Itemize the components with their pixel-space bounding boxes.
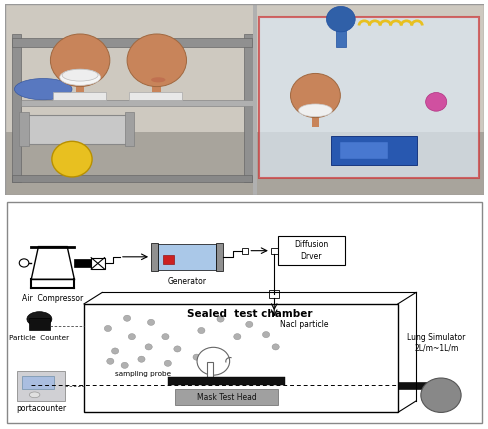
Circle shape	[193, 354, 200, 360]
Circle shape	[164, 360, 171, 366]
Circle shape	[233, 334, 241, 340]
Circle shape	[138, 356, 145, 362]
Circle shape	[217, 316, 224, 322]
Bar	[151, 243, 158, 271]
Circle shape	[197, 327, 204, 334]
Circle shape	[271, 344, 279, 350]
Bar	[335, 17, 346, 47]
Bar	[244, 34, 253, 182]
Circle shape	[123, 315, 130, 321]
Ellipse shape	[298, 104, 331, 117]
Bar	[270, 248, 277, 254]
Bar	[12, 38, 251, 47]
Bar	[330, 136, 416, 166]
Bar	[124, 112, 134, 146]
Text: sampling probe: sampling probe	[115, 371, 171, 377]
Circle shape	[262, 332, 269, 338]
Circle shape	[420, 378, 460, 412]
Ellipse shape	[15, 79, 72, 100]
Circle shape	[173, 346, 181, 352]
Ellipse shape	[27, 312, 52, 326]
Circle shape	[147, 319, 154, 326]
Bar	[5, 4, 483, 144]
Bar	[76, 71, 84, 92]
Bar	[253, 4, 256, 195]
Ellipse shape	[60, 69, 101, 85]
Bar	[269, 290, 279, 298]
Circle shape	[106, 358, 114, 364]
Circle shape	[104, 326, 111, 332]
Polygon shape	[31, 247, 74, 279]
Bar	[163, 255, 173, 264]
Circle shape	[425, 93, 446, 111]
Bar	[20, 100, 253, 106]
Circle shape	[162, 334, 169, 340]
Ellipse shape	[151, 77, 165, 82]
Bar	[242, 248, 248, 254]
Circle shape	[52, 141, 92, 177]
Bar	[17, 372, 64, 401]
Text: Mask Test Head: Mask Test Head	[196, 393, 256, 402]
Bar	[277, 236, 344, 265]
Bar	[216, 243, 223, 271]
Bar	[129, 92, 182, 100]
Ellipse shape	[62, 69, 98, 81]
Circle shape	[50, 34, 110, 87]
Circle shape	[145, 344, 152, 350]
Bar	[207, 363, 212, 380]
Text: Lung Simulator
2L/m~1L/m: Lung Simulator 2L/m~1L/m	[406, 333, 465, 353]
Bar	[12, 34, 20, 182]
Bar	[167, 377, 285, 385]
Bar	[12, 175, 251, 182]
Text: portacounter: portacounter	[16, 404, 66, 413]
Circle shape	[127, 34, 186, 87]
Ellipse shape	[29, 392, 40, 398]
Bar	[29, 318, 50, 330]
Text: Particle  Counter: Particle Counter	[9, 335, 69, 341]
Bar	[84, 304, 397, 412]
Text: Nacl particle: Nacl particle	[280, 320, 328, 329]
Circle shape	[245, 321, 252, 327]
Bar	[175, 390, 278, 405]
Text: Sealed  test chamber: Sealed test chamber	[187, 309, 312, 319]
Bar	[152, 71, 161, 92]
Bar	[158, 244, 216, 270]
Circle shape	[111, 348, 119, 354]
Bar	[21, 375, 54, 389]
Circle shape	[128, 334, 135, 340]
Circle shape	[19, 259, 29, 267]
Bar	[53, 92, 105, 100]
Text: Generator: Generator	[167, 277, 206, 286]
Bar	[340, 142, 387, 159]
Text: Diffusion
Drver: Diffusion Drver	[293, 240, 327, 261]
Circle shape	[197, 347, 229, 375]
Bar	[19, 112, 29, 146]
Bar	[74, 259, 91, 267]
Bar	[311, 104, 319, 127]
Circle shape	[290, 73, 340, 118]
Bar	[5, 132, 483, 195]
Text: Air  Compressor: Air Compressor	[22, 294, 83, 303]
Bar	[91, 258, 104, 269]
Bar	[21, 115, 127, 144]
Bar	[397, 382, 428, 389]
Circle shape	[121, 362, 128, 369]
Circle shape	[326, 6, 354, 32]
Bar	[258, 17, 478, 178]
